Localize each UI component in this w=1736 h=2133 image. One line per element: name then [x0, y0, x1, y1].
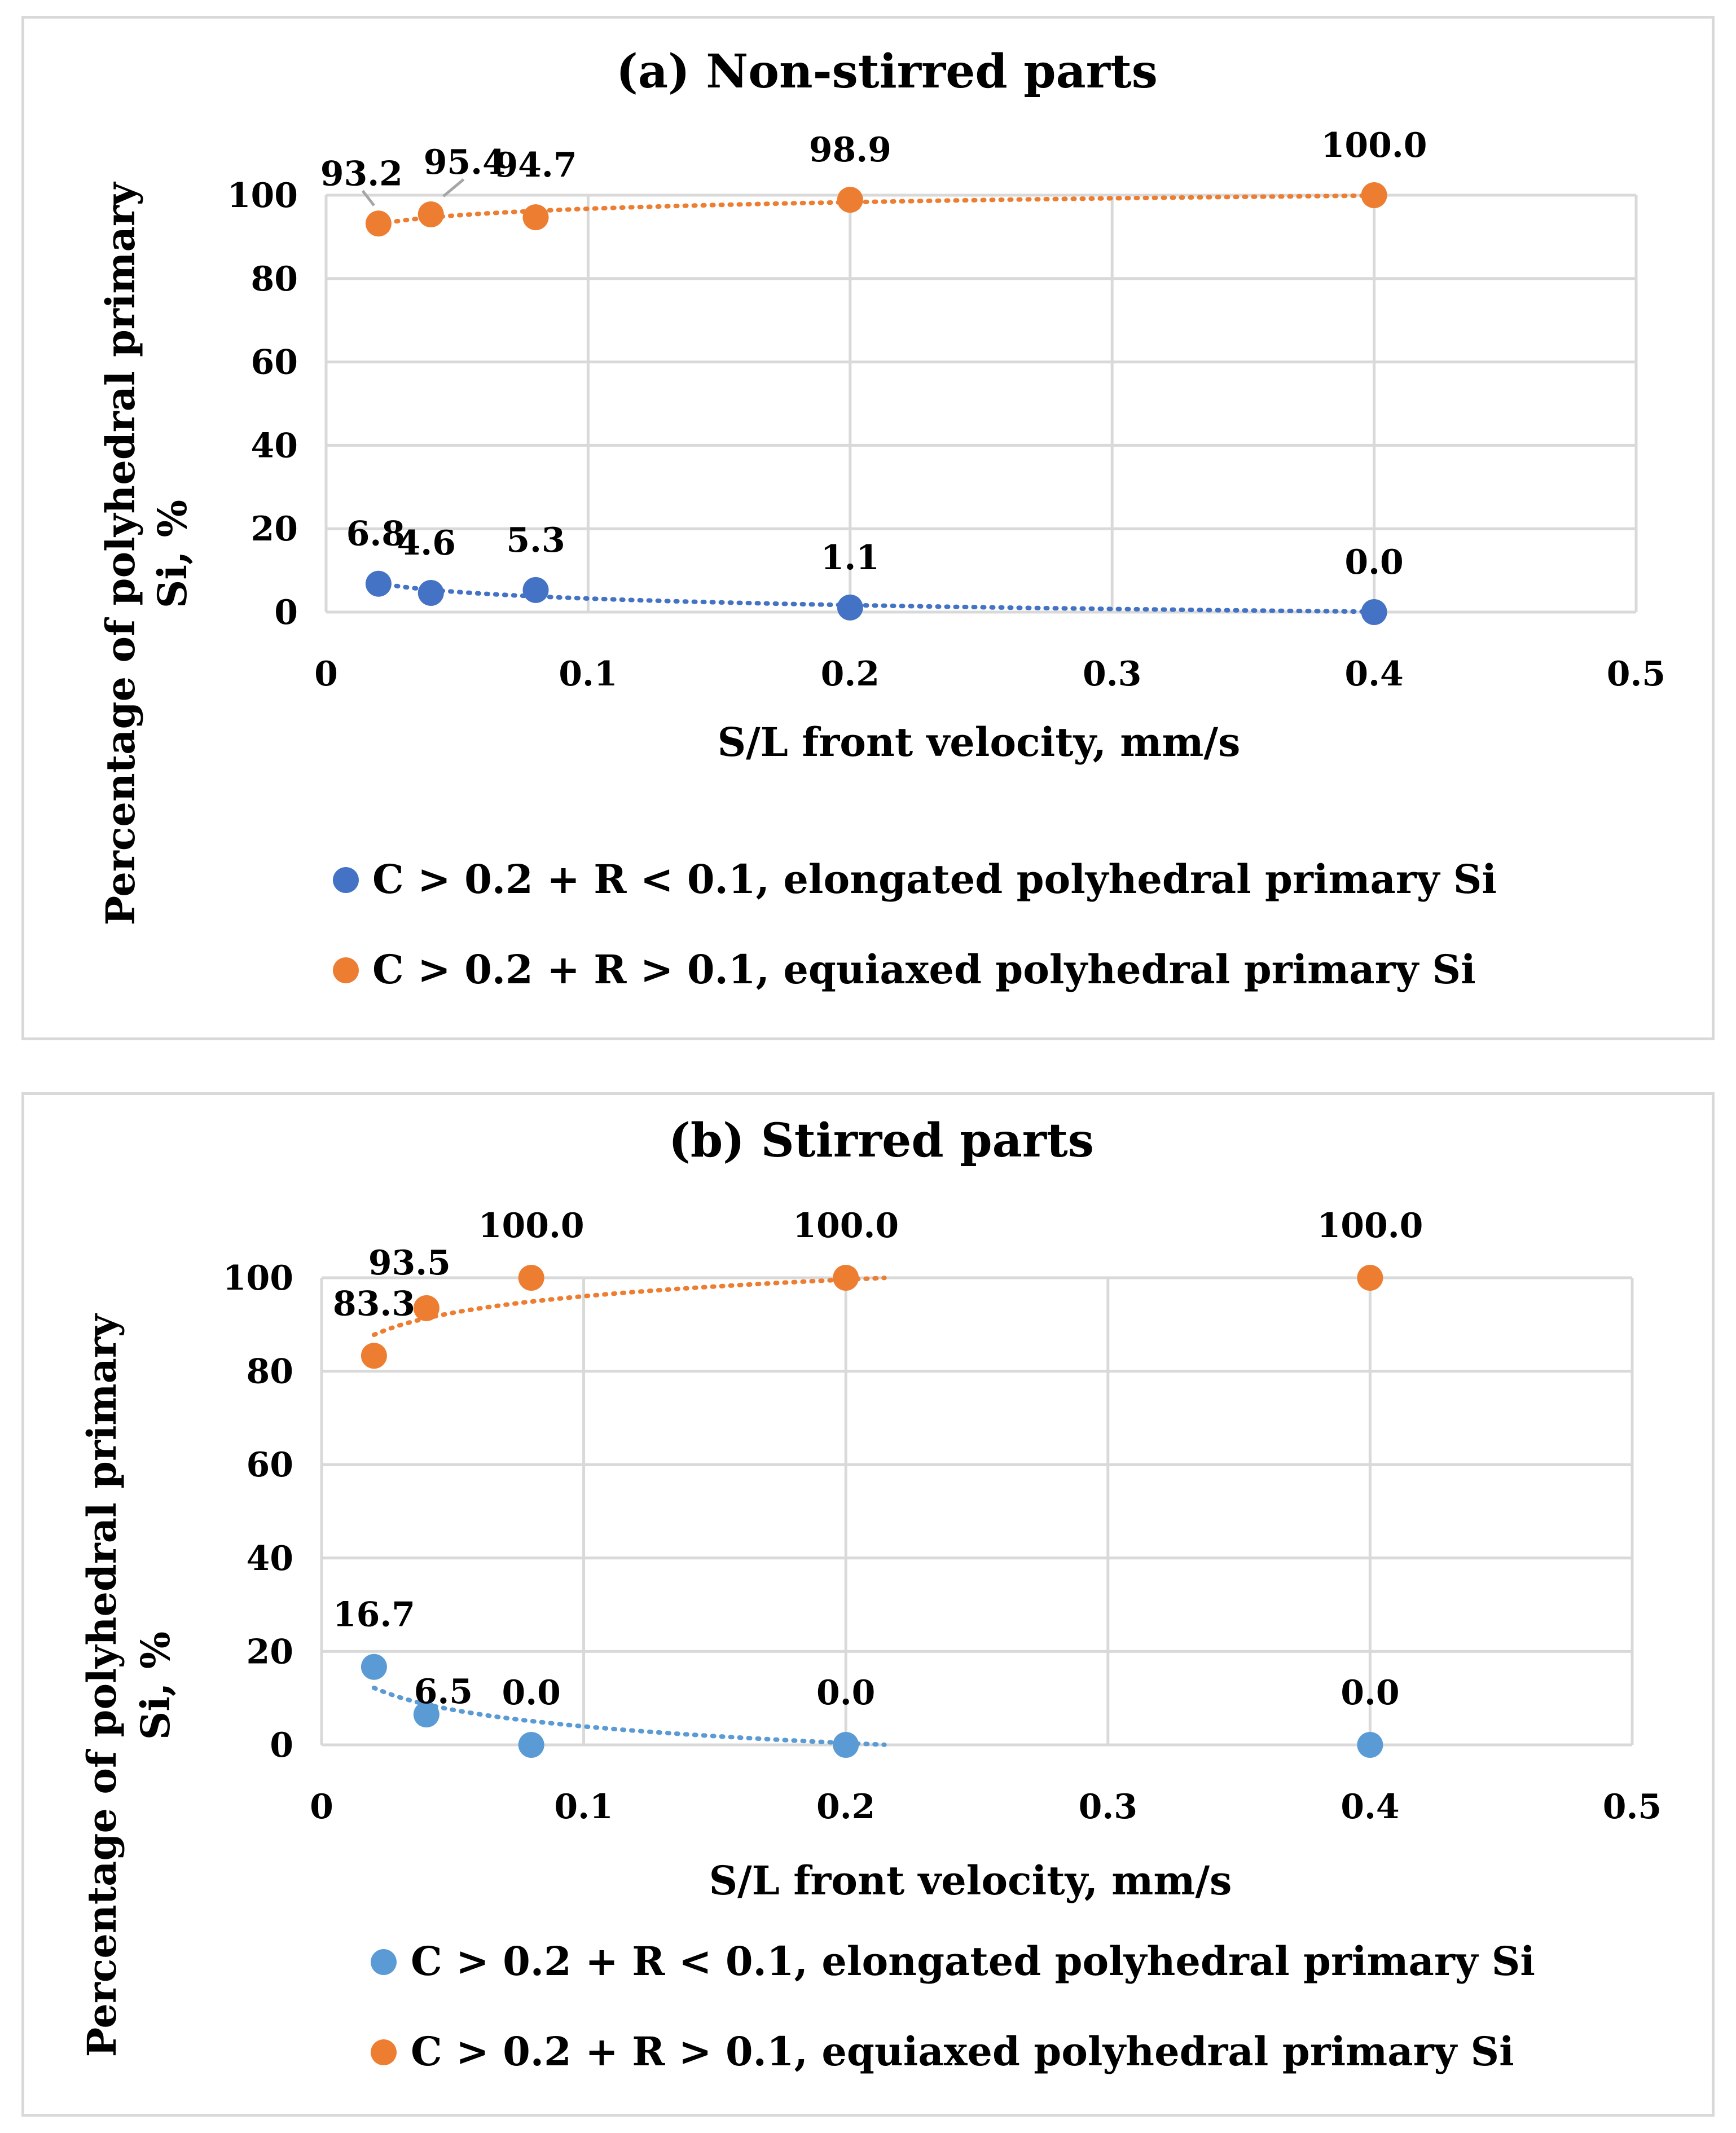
chart-panel-b — [21, 1092, 1715, 2117]
data-label-a-series1: 0.0 — [1344, 543, 1403, 582]
data-point-b-series1 — [518, 1732, 544, 1758]
x-tick-label-a: 0.2 — [821, 654, 880, 694]
data-point-a-series1 — [417, 580, 444, 606]
data-point-b-series2 — [413, 1295, 440, 1321]
data-label-b-series2: 93.5 — [368, 1243, 451, 1283]
y-tick-label-a: 40 — [251, 426, 298, 465]
y-tick-label-b: 100 — [223, 1259, 293, 1298]
y-axis-label-line2-b: Si, % — [132, 1631, 179, 1740]
data-point-b-series2 — [1357, 1265, 1383, 1291]
leader-line-a — [361, 190, 375, 206]
data-label-a-series1: 6.8 — [346, 514, 405, 554]
data-label-a-series1: 4.6 — [397, 524, 456, 563]
x-tick-label-a: 0.1 — [559, 654, 617, 694]
y-tick-label-a: 60 — [251, 343, 298, 382]
y-tick-label-b: 0 — [270, 1726, 293, 1765]
y-tick-label-a: 80 — [251, 260, 298, 299]
x-axis-label-a: S/L front velocity, mm/s — [718, 719, 1241, 766]
legend-marker-a-series2 — [333, 957, 359, 983]
y-axis-label-line2-a: Si, % — [149, 500, 196, 608]
y-tick-label-b: 60 — [247, 1445, 294, 1485]
trendline-b-series2 — [371, 1276, 887, 1338]
data-label-b-series1: 0.0 — [816, 1673, 875, 1713]
data-point-b-series2 — [833, 1265, 859, 1291]
data-label-b-series1: 6.5 — [414, 1672, 473, 1712]
x-axis-label-b: S/L front velocity, mm/s — [709, 1857, 1232, 1904]
legend-label-b-series2: C > 0.2 + R > 0.1, equiaxed polyhedral p… — [411, 2028, 1514, 2075]
data-label-a-series2: 93.2 — [320, 154, 403, 193]
legend-label-b-series1: C > 0.2 + R < 0.1, elongated polyhedral … — [411, 1938, 1535, 1985]
data-label-b-series1: 16.7 — [333, 1595, 415, 1635]
chart-title-a: (a) Non-stirred parts — [616, 45, 1158, 99]
y-axis-label-line1-b: Percentage of polyhedral primary — [78, 1313, 125, 2057]
data-label-b-series2: 83.3 — [333, 1284, 415, 1323]
x-tick-label-b: 0.3 — [1079, 1787, 1137, 1827]
x-tick-label-a: 0 — [314, 654, 338, 694]
trendline-b-series1 — [371, 1685, 887, 1747]
data-label-b-series2: 100.0 — [478, 1206, 584, 1246]
legend-marker-b-series2 — [371, 2039, 397, 2065]
data-label-b-series2: 100.0 — [1317, 1206, 1423, 1246]
data-label-a-series2: 100.0 — [1321, 126, 1427, 165]
legend-marker-b-series1 — [371, 1949, 397, 1975]
x-tick-label-a: 0.5 — [1607, 654, 1665, 694]
y-tick-label-a: 100 — [227, 176, 298, 216]
data-point-b-series2 — [361, 1343, 387, 1369]
x-tick-label-b: 0.1 — [554, 1787, 613, 1827]
data-point-a-series2 — [837, 187, 863, 213]
y-tick-label-a: 0 — [274, 593, 298, 632]
data-label-a-series2: 98.9 — [809, 130, 891, 170]
data-point-a-series2 — [365, 210, 392, 237]
data-point-a-series2 — [1361, 182, 1387, 208]
data-label-b-series1: 0.0 — [1341, 1673, 1399, 1713]
leader-line-a — [442, 178, 465, 197]
data-label-a-series1: 5.3 — [506, 521, 565, 560]
y-tick-label-b: 20 — [247, 1632, 294, 1672]
plot-layer: 0 20 40 60 80 100 0 0.1 0.2 0.3 0.4 0.5 6.84.6 5.3 1.1… — [223, 126, 1665, 1827]
chart-title-b: (b) Stirred parts — [669, 1114, 1094, 1168]
legend-label-a-series2: C > 0.2 + R > 0.1, equiaxed polyhedral p… — [372, 946, 1476, 993]
data-point-a-series2 — [522, 204, 549, 231]
data-label-a-series2: 94.7 — [494, 146, 577, 185]
data-point-b-series2 — [518, 1265, 544, 1291]
data-point-a-series1 — [522, 577, 549, 603]
legend-label-a-series1: C > 0.2 + R < 0.1, elongated polyhedral … — [372, 856, 1497, 903]
data-point-b-series1 — [833, 1732, 859, 1758]
data-point-b-series1 — [1357, 1732, 1383, 1758]
data-point-a-series2 — [417, 201, 444, 227]
x-tick-label-b: 0.5 — [1603, 1787, 1662, 1827]
data-label-b-series1: 0.0 — [502, 1673, 560, 1713]
x-tick-label-b: 0.4 — [1341, 1787, 1399, 1827]
x-tick-label-a: 0.3 — [1083, 654, 1141, 694]
x-tick-label-b: 0 — [310, 1787, 333, 1827]
data-label-a-series1: 1.1 — [821, 538, 880, 578]
data-label-b-series2: 100.0 — [793, 1206, 899, 1246]
x-tick-label-a: 0.4 — [1344, 654, 1403, 694]
data-point-a-series1 — [365, 570, 392, 597]
data-point-a-series1 — [837, 594, 863, 621]
trendline-a-series1 — [376, 580, 1377, 614]
y-axis-label-line1-a: Percentage of polyhedral primary — [97, 181, 144, 925]
legend-marker-a-series1 — [333, 867, 359, 893]
data-label-a-series2: 95.4 — [424, 143, 506, 182]
data-point-b-series1 — [361, 1653, 387, 1680]
x-tick-label-b: 0.2 — [816, 1787, 875, 1827]
y-tick-label-a: 20 — [251, 509, 298, 549]
y-tick-label-b: 80 — [247, 1352, 294, 1392]
trendline-a-series2 — [376, 193, 1377, 227]
y-tick-label-b: 40 — [247, 1539, 294, 1578]
data-point-a-series1 — [1361, 599, 1387, 625]
data-point-b-series1 — [413, 1701, 440, 1728]
